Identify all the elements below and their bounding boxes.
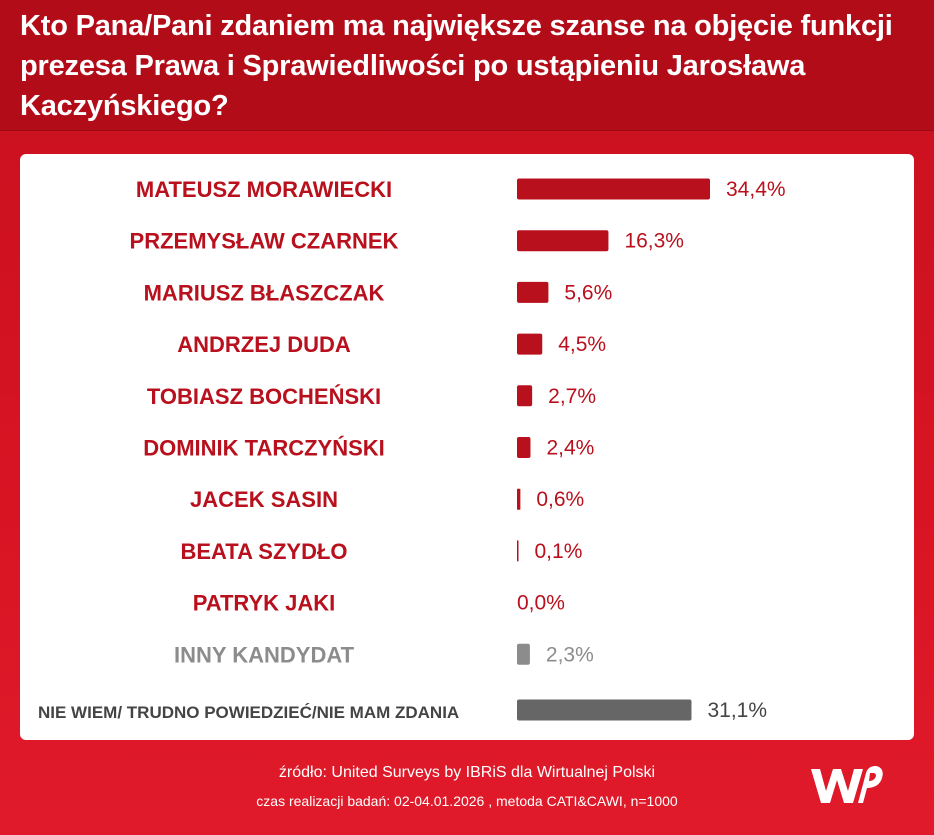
bar — [517, 333, 543, 355]
header-band: Kto Pana/Pani zdaniem ma największe szan… — [0, 0, 934, 131]
value-label: 2,7% — [548, 385, 596, 408]
value-label: 31,1% — [707, 699, 767, 722]
value-label: 5,6% — [564, 281, 612, 304]
category-label: DOMINIK TARCZYŃSKI — [143, 436, 385, 461]
value-label: 0,1% — [535, 540, 583, 563]
bar — [517, 699, 692, 721]
category-label: NIE WIEM/ TRUDNO POWIEDZIEĆ/NIE MAM ZDAN… — [38, 703, 459, 722]
wp-logo-icon — [811, 766, 883, 803]
value-label: 34,4% — [726, 178, 786, 201]
bar — [517, 540, 519, 562]
category-label: JACEK SASIN — [190, 487, 338, 512]
value-label: 4,5% — [558, 333, 606, 356]
value-label: 2,3% — [546, 643, 594, 666]
bar — [517, 178, 710, 200]
category-label: TOBIASZ BOCHEŃSKI — [147, 384, 381, 409]
category-label: MARIUSZ BŁASZCZAK — [144, 280, 385, 305]
value-label: 0,0% — [517, 592, 565, 615]
source-note: źródło: United Surveys by IBRiS dla Wirt… — [278, 764, 656, 781]
category-label: MATEUSZ MORAWIECKI — [136, 177, 392, 202]
method-note: czas realizacji badań: 02-04.01.2026 , m… — [256, 793, 678, 809]
bar — [517, 385, 533, 407]
bar — [517, 488, 521, 510]
bar — [517, 437, 531, 458]
bar — [517, 643, 530, 665]
category-label: PRZEMYSŁAW CZARNEK — [130, 229, 399, 254]
category-label: BEATA SZYDŁO — [180, 539, 347, 564]
category-label: PATRYK JAKI — [193, 591, 336, 616]
bar — [517, 281, 549, 303]
value-label: 16,3% — [624, 230, 684, 253]
bar — [517, 230, 609, 252]
value-label: 2,4% — [546, 437, 594, 460]
category-label: INNY KANDYDAT — [174, 642, 355, 667]
chart-panel: MATEUSZ MORAWIECKI 34,4% PRZEMYSŁAW CZARNE… — [20, 154, 914, 740]
chart-title: Kto Pana/Pani zdaniem ma największe szan… — [20, 10, 893, 122]
bar-chart: MATEUSZ MORAWIECKI 34,4% PRZEMYSŁAW CZARNE… — [38, 177, 786, 722]
category-label: ANDRZEJ DUDA — [177, 332, 351, 357]
value-label: 0,6% — [536, 488, 584, 511]
